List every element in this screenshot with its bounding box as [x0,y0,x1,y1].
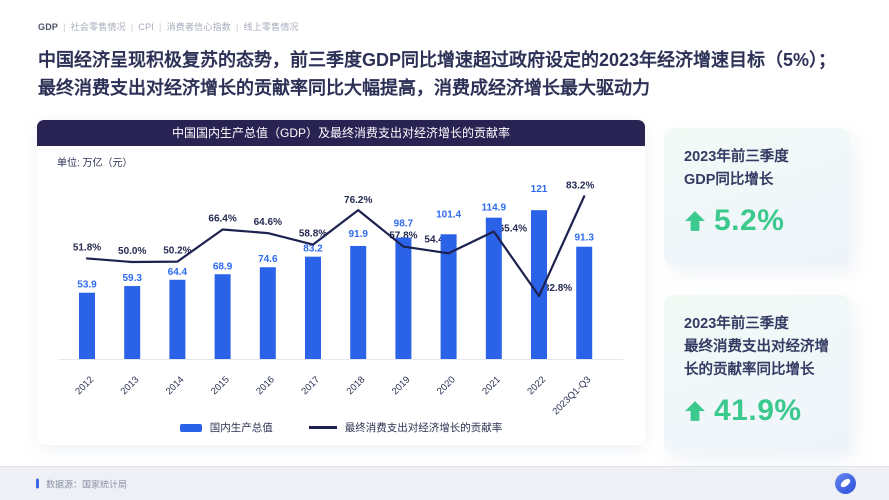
x-axis-label: 2014 [164,374,187,397]
gdp-bar [79,292,95,359]
legend-item-contribution: 最终消费支出对经济增长的贡献率 [308,420,503,435]
gdp-bar [440,234,457,359]
x-axis-label: 2012 [73,374,96,397]
line-value-label: 66.4% [208,214,236,225]
line-value-label: 83.2% [566,180,594,191]
x-axis-label: 2017 [299,374,322,397]
line-value-label: 57.8% [389,231,417,242]
stat-card-consumption-contribution: 2023年前三季度 最终消费支出对经济增 长的贡献率同比增长 41.9% [664,295,850,453]
bar-value-label: 68.9 [213,261,233,272]
bar-value-label: 74.6 [258,254,278,265]
gdp-bar [305,256,321,359]
contribution-line [85,195,586,298]
breadcrumb: GDP | 社会零售情况 | CPI | 消费者信心指数 | 线上零售情况 [38,20,299,33]
gdp-bar [259,267,276,359]
breadcrumb-separator: | [130,22,134,32]
circle-leaf-logo-icon [835,473,856,494]
line-value-label: 64.6% [254,217,282,228]
x-axis-label: 2022 [525,374,548,397]
page-footer: 数据源：国家统计局 [0,466,889,500]
x-axis-label: 2015 [209,374,232,397]
stat-value: 5.2% [714,204,785,237]
chart-card: 中国国内生产总值（GDP）及最终消费支出对经济增长的贡献率 单位: 万亿（元） … [37,120,645,445]
up-arrow-icon [685,211,705,231]
gdp-contribution-chart: 51.8% 50.0% 50.2% 66.4% 64.6% 58.8% 76.2% 57.8%… [59,180,623,417]
legend-line-swatch-icon [308,426,337,429]
line-value-label: 32.8% [544,283,572,294]
x-axis-label: 2020 [435,374,458,397]
legend-bar-swatch-icon [179,423,202,432]
gdp-bar [395,237,412,359]
breadcrumb-item-1[interactable]: 社会零售情况 [70,22,126,32]
breadcrumb-item-3[interactable]: 消费者信心指数 [166,22,231,32]
bar-value-label: 53.9 [77,280,97,291]
chart-legend: 国内生产总值 最终消费支出对经济增长的贡献率 [37,420,645,435]
bar-value-label: 91.3 [574,233,594,244]
headline-line-2: 最终消费支出对经济增长的贡献率同比大幅提高，消费成经济增长最大驱动力 [38,78,650,98]
stat-value: 41.9% [714,394,802,427]
headline-line-1: 中国经济呈现积极复苏的态势，前三季度GDP同比增速超过政府设定的2023年经济增… [38,50,837,70]
line-value-label: 65.4% [499,224,527,235]
data-source: 数据源：国家统计局 [36,477,127,490]
breadcrumb-item-gdp[interactable]: GDP [38,22,59,32]
bar-value-label: 59.3 [122,273,142,284]
stat-card-gdp-growth: 2023年前三季度 GDP同比增长 5.2% [664,128,850,266]
line-value-label: 51.8% [73,242,101,253]
bar-value-label: 114.9 [482,203,507,214]
up-arrow-icon [685,401,705,421]
breadcrumb-separator: | [63,22,66,32]
source-text: 数据源：国家统计局 [46,479,128,489]
x-axis-label: 2021 [480,374,503,397]
bar-value-label: 91.9 [348,229,368,240]
gdp-bar [576,246,593,359]
legend-item-gdp: 国内生产总值 [179,420,273,435]
breadcrumb-separator: | [159,22,162,32]
stat-heading: 2023年前三季度 最终消费支出对经济增 长的贡献率同比增长 [684,316,829,378]
legend-label-contribution: 最终消费支出对经济增长的贡献率 [344,422,503,434]
page-title: 中国经济呈现积极复苏的态势，前三季度GDP同比增速超过政府设定的2023年经济增… [38,46,868,102]
line-value-label: 50.2% [163,246,191,257]
bar-value-label: 64.4 [168,267,188,278]
gdp-bar [214,274,231,359]
gdp-bar [124,286,141,359]
bar-value-label: 83.2 [303,244,323,255]
line-value-label: 50.0% [118,246,146,257]
gdp-bar [350,245,367,359]
x-axis-label: 2019 [390,374,413,397]
bar-value-label: 121 [531,184,548,195]
bar-value-label: 98.7 [394,219,414,230]
x-axis-label: 2016 [254,374,277,397]
bar-value-label: 101.4 [436,209,461,220]
breadcrumb-item-2[interactable]: CPI [138,22,155,32]
stat-heading: 2023年前三季度 GDP同比增长 [684,149,789,188]
gdp-bar [485,217,502,359]
unit-label: 单位: 万亿（元） [57,158,133,169]
line-value-label: 76.2% [344,195,372,206]
chart-title-banner: 中国国内生产总值（GDP）及最终消费支出对经济增长的贡献率 [37,120,645,146]
stat-value-row: 5.2% [684,204,830,238]
line-value-label: 54.4% [424,234,452,245]
x-axis-label: 2023Q1-Q3 [550,374,593,417]
gdp-bar [169,279,186,359]
breadcrumb-item-4[interactable]: 线上零售情况 [243,22,299,32]
source-tick-icon [36,478,39,489]
logo-leaf-shape [839,477,852,489]
line-value-label: 58.8% [299,229,327,240]
stat-value-row: 41.9% [684,394,830,428]
gdp-bar [531,210,547,359]
x-axis-label: 2018 [345,374,368,397]
x-axis-label: 2013 [119,374,142,397]
legend-label-gdp: 国内生产总值 [209,422,273,434]
breadcrumb-separator: | [235,22,239,32]
